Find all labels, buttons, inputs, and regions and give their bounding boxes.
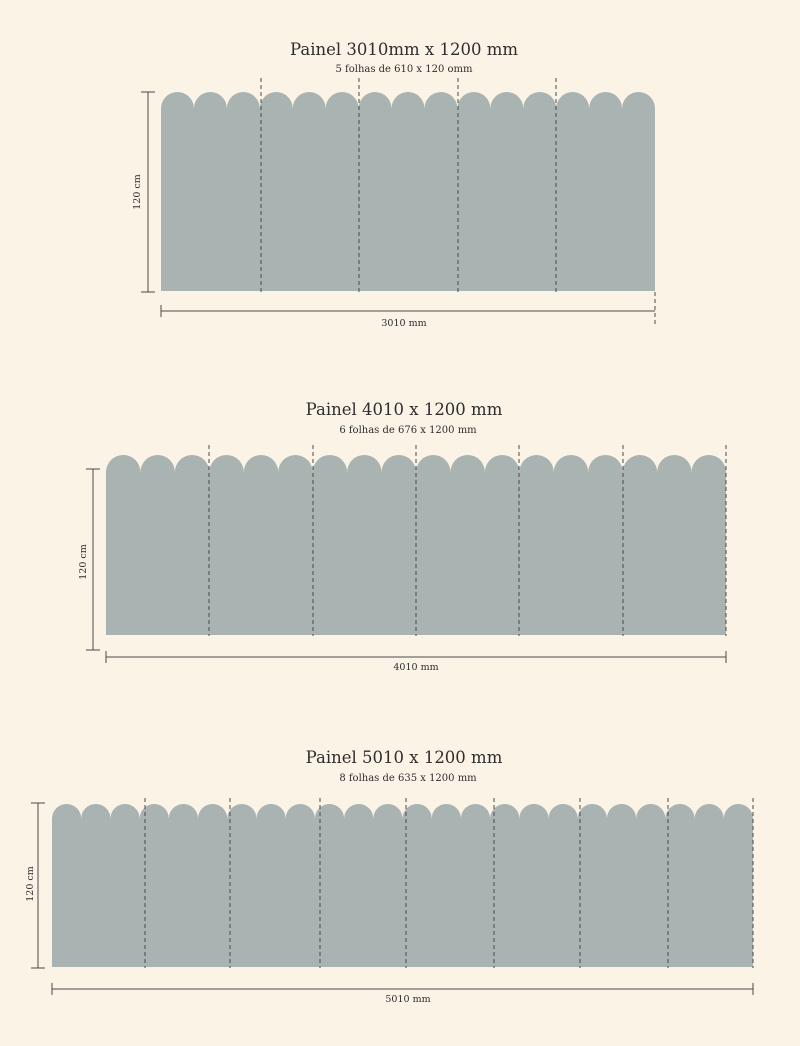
panel-subtitle: 5 folhas de 610 x 120 omm (335, 64, 473, 75)
panel-shape (86, 445, 727, 663)
panel-title: Painel 3010mm x 1200 mm (290, 40, 518, 59)
height-label: 120 cm (132, 174, 143, 209)
panel-group-3010: Painel 3010mm x 1200 mm 5 folhas de 610 … (132, 40, 656, 329)
panel-title: Painel 4010 x 1200 mm (306, 400, 503, 419)
panel-title: Painel 5010 x 1200 mm (306, 748, 503, 767)
panel-shape (31, 798, 754, 995)
height-label: 120 cm (78, 544, 89, 579)
panel-group-5010: Painel 5010 x 1200 mm 8 folhas de 635 x … (25, 748, 754, 1005)
scalloped-panel (161, 91, 655, 291)
panel-subtitle: 6 folhas de 676 x 1200 mm (339, 425, 477, 436)
panel-subtitle: 8 folhas de 635 x 1200 mm (339, 773, 477, 784)
width-label: 4010 mm (393, 662, 438, 673)
scalloped-panel (52, 804, 753, 967)
width-label: 5010 mm (385, 994, 430, 1005)
panel-group-4010: Painel 4010 x 1200 mm 6 folhas de 676 x … (78, 400, 727, 673)
panel-shape (141, 78, 656, 326)
width-label: 3010 mm (381, 318, 426, 329)
height-label: 120 cm (25, 866, 36, 901)
